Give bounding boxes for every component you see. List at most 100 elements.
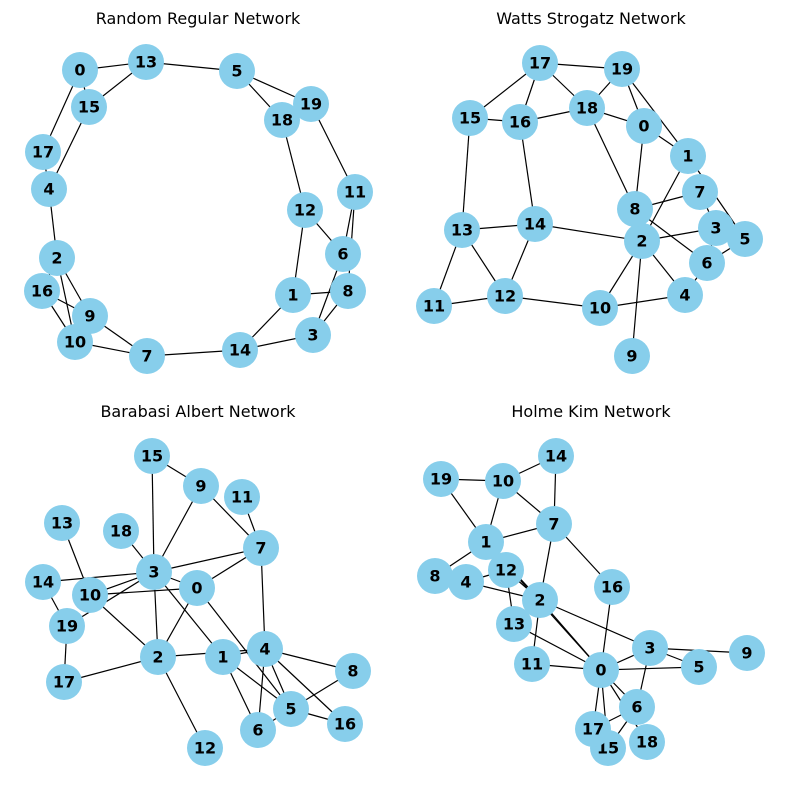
node-label: 4 [460,573,471,592]
node-label: 7 [548,515,559,534]
node-5: 5 [219,53,255,89]
panel-watts-strogatz: Watts Strogatz Network012345678910111213… [416,9,763,374]
panel-title: Barabasi Albert Network [100,402,296,421]
node-label: 14 [524,215,546,234]
node-label: 14 [229,341,251,360]
node-label: 6 [701,254,712,273]
node-label: 0 [595,661,606,680]
node-1: 1 [205,639,241,675]
node-label: 18 [110,522,132,541]
node-10: 10 [57,324,93,360]
node-17: 17 [46,664,82,700]
node-0: 0 [62,52,98,88]
panel-title: Random Regular Network [96,9,301,28]
node-label: 15 [78,98,100,117]
node-16: 16 [502,104,538,140]
node-label: 12 [494,287,516,306]
node-3: 3 [295,317,331,353]
node-label: 14 [545,447,567,466]
node-label: 1 [480,533,491,552]
node-17: 17 [25,134,61,170]
node-label: 6 [337,245,348,264]
node-4: 4 [31,171,67,207]
node-label: 9 [626,347,637,366]
edges [435,456,747,748]
node-13: 13 [496,606,532,642]
node-label: 8 [347,662,358,681]
node-label: 13 [451,221,473,240]
edge-2-3 [540,600,650,648]
node-7: 7 [243,530,279,566]
node-label: 0 [74,61,85,80]
node-label: 7 [694,183,705,202]
node-label: 19 [56,617,78,636]
node-label: 13 [503,615,525,634]
node-label: 10 [79,586,101,605]
node-label: 3 [148,563,159,582]
nodes: 012345678910111213141516171819 [417,438,765,766]
node-19: 19 [604,51,640,87]
node-label: 3 [710,219,721,238]
node-13: 13 [444,212,480,248]
node-label: 2 [534,591,545,610]
node-15: 15 [452,100,488,136]
node-label: 2 [636,232,647,251]
node-5: 5 [681,649,717,685]
node-label: 9 [84,307,95,326]
node-label: 19 [611,60,633,79]
node-5: 5 [273,691,309,727]
node-label: 12 [194,739,216,758]
panel-title: Holme Kim Network [511,402,671,421]
node-7: 7 [682,174,718,210]
node-label: 11 [344,183,366,202]
node-7: 7 [129,338,165,374]
node-label: 1 [682,147,693,166]
node-label: 11 [521,655,543,674]
node-2: 2 [39,240,75,276]
panel-title: Watts Strogatz Network [496,9,686,28]
node-9: 9 [183,468,219,504]
panel-holme-kim: Holme Kim Network01234567891011121314151… [417,402,765,766]
node-label: 19 [300,95,322,114]
node-label: 18 [271,111,293,130]
node-0: 0 [583,652,619,688]
node-label: 3 [644,639,655,658]
node-7: 7 [536,506,572,542]
node-3: 3 [632,630,668,666]
node-15: 15 [134,438,170,474]
node-16: 16 [594,569,630,605]
node-6: 6 [619,689,655,725]
node-label: 10 [589,299,611,318]
node-label: 16 [31,282,53,301]
node-4: 4 [667,277,703,313]
node-4: 4 [247,631,283,667]
node-label: 5 [739,230,750,249]
node-12: 12 [488,552,524,588]
node-12: 12 [187,730,223,766]
node-label: 7 [141,347,152,366]
node-label: 4 [43,180,54,199]
node-label: 17 [529,54,551,73]
node-label: 11 [423,297,445,316]
node-13: 13 [128,44,164,80]
node-13: 13 [44,505,80,541]
node-label: 6 [631,698,642,717]
node-18: 18 [569,90,605,126]
node-0: 0 [626,108,662,144]
node-label: 16 [601,578,623,597]
node-label: 1 [217,648,228,667]
node-label: 2 [152,648,163,667]
node-label: 14 [32,573,54,592]
node-label: 3 [307,326,318,345]
node-label: 19 [430,470,452,489]
node-19: 19 [423,461,459,497]
node-label: 4 [259,640,270,659]
node-11: 11 [337,174,373,210]
node-label: 0 [191,579,202,598]
node-9: 9 [614,338,650,374]
node-label: 16 [509,113,531,132]
node-17: 17 [575,711,611,747]
